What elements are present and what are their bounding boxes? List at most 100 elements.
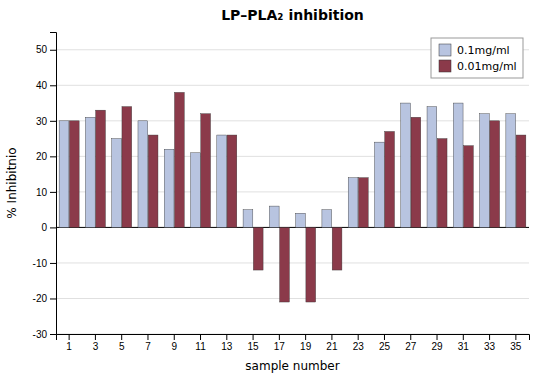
tick: -30: [33, 329, 56, 340]
tick: 20: [36, 151, 56, 162]
bar-series: [59, 103, 515, 227]
tick-label: 13: [221, 341, 233, 352]
tick-mark: [489, 334, 490, 340]
y-label: % Inhibitnio: [5, 147, 19, 218]
tick-mark: [69, 334, 70, 340]
bar: [85, 117, 95, 227]
bar: [112, 139, 122, 228]
tick-mark: [358, 334, 359, 340]
tick-mark: [50, 227, 56, 228]
tick-label: 7: [145, 341, 151, 352]
legend-swatch: [439, 44, 451, 56]
tick: 13: [221, 334, 233, 352]
bar: [516, 135, 526, 227]
bar: [306, 227, 316, 302]
bar: [296, 213, 306, 227]
tick: 11: [195, 334, 206, 352]
tick-label: -30: [33, 329, 48, 340]
tick-label: 29: [431, 341, 443, 352]
bars: [59, 92, 526, 302]
tick: 1: [66, 334, 72, 352]
tick-label: 50: [36, 44, 48, 55]
tick-label: 5: [119, 341, 125, 352]
tick: 23: [353, 334, 365, 352]
tick: 30: [36, 116, 56, 127]
tick-label: 10: [36, 187, 48, 198]
tick: 27: [405, 334, 417, 352]
tick: 33: [484, 334, 496, 352]
bar: [374, 142, 384, 227]
bar: [191, 153, 201, 228]
bar: [427, 107, 437, 228]
axis-line: [50, 33, 57, 335]
tick: 31: [458, 334, 470, 352]
tick-mark: [463, 334, 464, 340]
bar: [358, 178, 368, 228]
tick-label: 3: [93, 341, 99, 352]
tick-label: 19: [300, 341, 312, 352]
tick-mark: [279, 334, 280, 340]
tick: 17: [274, 334, 286, 352]
title: LP–PLA₂ inhibition: [221, 7, 364, 23]
tick: 21: [326, 334, 338, 352]
tick-mark: [226, 334, 227, 340]
tick-label: 27: [405, 341, 417, 352]
tick-mark: [410, 334, 411, 340]
bar: [280, 227, 290, 302]
bar: [138, 121, 148, 228]
tick: 3: [93, 334, 99, 352]
bar-series: [69, 92, 525, 302]
legend-label: 0.1mg/ml: [457, 44, 510, 57]
tick: 19: [300, 334, 312, 352]
tick: 7: [145, 334, 151, 352]
tick-label: 23: [353, 341, 365, 352]
tick-mark: [174, 334, 175, 340]
bar: [227, 135, 237, 227]
tick-mark: [50, 121, 56, 122]
tick: -10: [33, 258, 56, 269]
tick-mark: [253, 334, 254, 340]
bar: [348, 178, 358, 228]
tick-label: 11: [195, 341, 206, 352]
tick-label: 40: [36, 80, 48, 91]
tick: 25: [379, 334, 391, 352]
bar: [453, 103, 463, 227]
tick-mark: [50, 50, 56, 51]
legend-item: 0.01mg/ml: [439, 60, 517, 73]
tick: 15: [248, 334, 260, 352]
bar: [480, 114, 490, 228]
tick-label: -20: [33, 293, 48, 304]
bar: [411, 117, 421, 227]
bar: [243, 210, 253, 228]
grid: [56, 50, 529, 334]
tick-label: 0: [41, 222, 47, 233]
tick-mark: [50, 298, 56, 299]
tick-label: 30: [36, 116, 48, 127]
tick: -20: [33, 293, 56, 304]
tick-mark: [147, 334, 148, 340]
tick-label: 21: [326, 341, 338, 352]
tick: 0: [41, 222, 56, 233]
tick-mark: [95, 334, 96, 340]
tick-mark: [50, 192, 56, 193]
tick-mark: [50, 156, 56, 157]
tick: 40: [36, 80, 56, 91]
x-label: sample number: [245, 359, 339, 373]
bar: [490, 121, 500, 228]
tick-mark: [50, 334, 56, 335]
plot-area: -30-20-100102030405013579111315171921232…: [33, 33, 530, 353]
tick-label: 33: [484, 341, 496, 352]
tick: 29: [431, 334, 443, 352]
legend-label: 0.01mg/ml: [457, 60, 517, 73]
tick-label: 1: [66, 341, 72, 352]
tick-mark: [50, 85, 56, 86]
tick-mark: [121, 334, 122, 340]
bar: [59, 121, 69, 228]
grid-line: [56, 85, 529, 86]
bar: [385, 131, 395, 227]
tick-label: 9: [171, 341, 177, 352]
bar: [506, 114, 516, 228]
x-axis: 1357911131517192123252729313335: [57, 334, 530, 352]
tick-label: 31: [458, 341, 470, 352]
bar: [122, 107, 132, 228]
